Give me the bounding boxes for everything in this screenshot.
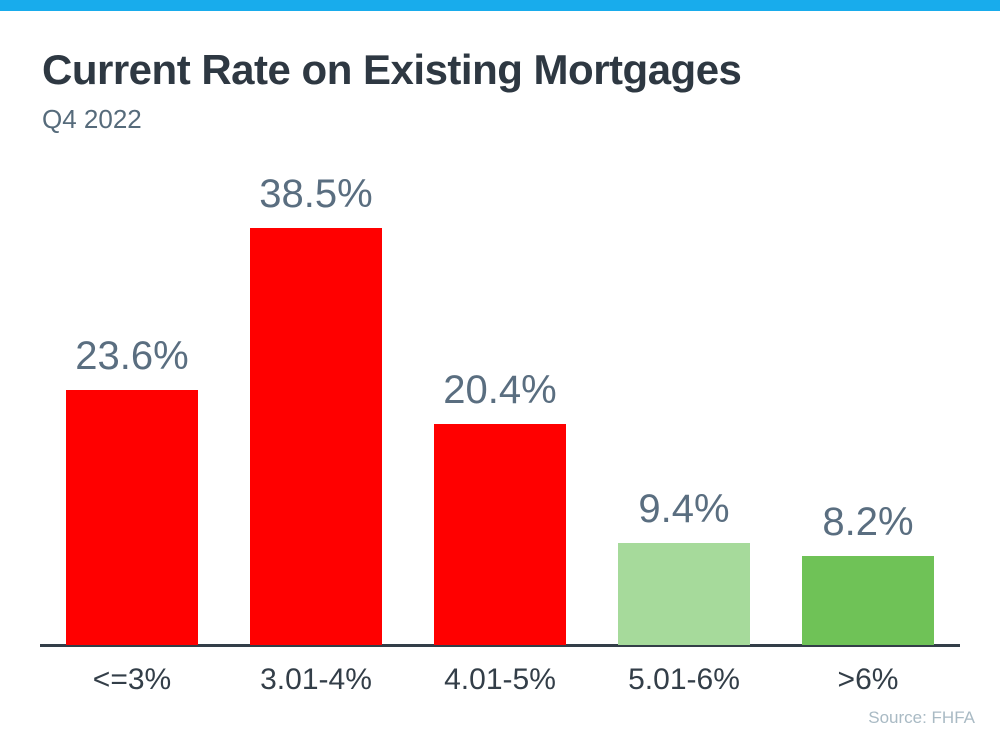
bar bbox=[250, 228, 382, 645]
bar-value-label: 38.5% bbox=[259, 172, 373, 216]
bar-group: 23.6% <=3% bbox=[66, 0, 198, 695]
bar bbox=[802, 556, 934, 645]
bar bbox=[66, 390, 198, 645]
category-label: 4.01-5% bbox=[444, 663, 556, 696]
category-label: 5.01-6% bbox=[628, 663, 740, 696]
category-label: 3.01-4% bbox=[260, 663, 372, 696]
bar-value-label: 9.4% bbox=[638, 487, 730, 531]
bar-value-label: 23.6% bbox=[75, 334, 189, 378]
bar-group: 9.4% 5.01-6% bbox=[618, 0, 750, 695]
plot-area: 23.6% <=3% 38.5% 3.01-4% 20.4% 4.01-5% 9.4% 5.0… bbox=[40, 0, 960, 695]
bar-group: 38.5% 3.01-4% bbox=[250, 0, 382, 695]
category-label: >6% bbox=[837, 663, 899, 696]
source-note: Source: FHFA bbox=[868, 708, 975, 727]
bar bbox=[434, 424, 566, 645]
bar-value-label: 8.2% bbox=[822, 500, 914, 544]
chart-title: Current Rate on Existing Mortgages bbox=[42, 46, 742, 93]
x-axis-line bbox=[40, 644, 960, 647]
bar-value-label: 20.4% bbox=[443, 368, 557, 412]
top-accent-bar bbox=[0, 0, 1000, 11]
chart-subtitle: Q4 2022 bbox=[42, 104, 142, 134]
bar-group: 8.2% >6% bbox=[802, 0, 934, 695]
bar-group: 20.4% 4.01-5% bbox=[434, 0, 566, 695]
category-label: <=3% bbox=[92, 663, 172, 696]
bar bbox=[618, 543, 750, 645]
